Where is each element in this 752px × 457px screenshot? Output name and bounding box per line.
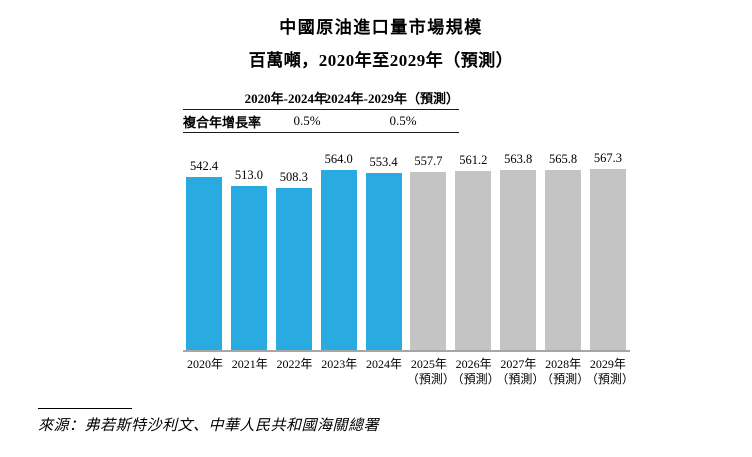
x-axis-label: 2026年 （預測） — [451, 357, 500, 387]
bar-column: 508.3 — [275, 169, 312, 350]
x-axis-label: 2029年 （預測） — [585, 357, 634, 387]
bar-chart: 542.4 513.0 508.3 564.0 553.4 557.7 561.2 563.8… — [183, 150, 630, 352]
x-axis-label: 2022年 — [273, 357, 317, 387]
x-axis-label-line: 2022年 — [276, 357, 313, 371]
bar-column: 561.2 — [455, 152, 492, 350]
cagr-period-1: 2020年-2024年 — [244, 91, 327, 106]
bar-value-label: 563.8 — [504, 152, 533, 167]
x-axis-label-line: 2023年 — [321, 357, 358, 371]
x-axis-labels: 2020年 2021年 2022年 2023年 2024年 2025年 （預測） 2026年（… — [183, 357, 634, 387]
chart-title: 中國原油進口量市場規模 — [279, 18, 483, 37]
bar — [455, 170, 492, 350]
x-axis-label-line: 2029年 — [589, 357, 626, 371]
cagr-table: 2020年-2024年 2024年-2029年（預測） 複合年增長率 0.5% … — [183, 88, 459, 133]
x-axis-label-line: 2027年 — [500, 357, 537, 371]
x-axis-label-line: 2025年 — [410, 357, 447, 371]
x-axis-label: 2024年 — [362, 357, 406, 387]
bar-value-label: 564.0 — [324, 152, 353, 167]
cagr-row-label: 複合年增長率 — [183, 114, 262, 130]
bar-value-label: 513.0 — [234, 168, 263, 183]
x-axis-label-line: （預測） — [585, 372, 634, 386]
x-axis-label: 2028年 （預測） — [541, 357, 590, 387]
bar — [500, 170, 537, 350]
bar-value-label: 561.2 — [459, 152, 488, 167]
bar-column: 542.4 — [186, 159, 222, 350]
bar-value-label: 508.3 — [279, 169, 308, 184]
cagr-header-row: 2020年-2024年 2024年-2029年（預測） — [183, 88, 459, 110]
x-axis-label-line: 2024年 — [366, 357, 403, 371]
bar-column: 557.7 — [410, 154, 447, 350]
x-axis-label: 2027年 （預測） — [496, 357, 545, 387]
bar — [230, 186, 267, 350]
x-axis-label-line: 2021年 — [231, 357, 268, 371]
source-note: 來源：弗若斯特沙利文、中華人民共和國海關總署 — [38, 418, 380, 434]
bar — [545, 169, 581, 350]
bar-value-label: 567.3 — [593, 151, 622, 165]
x-axis-label-line: （預測） — [541, 372, 590, 386]
cagr-period-2: 2024年-2029年（預測） — [324, 91, 459, 106]
bar — [410, 172, 447, 350]
bar — [275, 187, 312, 350]
x-axis-label-line: 2028年 — [545, 357, 582, 371]
cagr-value-2: 0.5% — [389, 113, 417, 128]
bar — [365, 173, 402, 350]
cagr-value-row: 複合年增長率 0.5% 0.5% — [183, 110, 459, 133]
x-axis-label-line: 2020年 — [186, 357, 223, 371]
chart-subtitle: 百萬噸，2020年至2029年（預測） — [248, 51, 514, 70]
x-axis-label: 2025年 （預測） — [406, 357, 455, 387]
bar-column: 553.4 — [365, 155, 402, 350]
x-axis-label: 2020年 — [183, 357, 227, 387]
bar-value-label: 542.4 — [189, 158, 219, 173]
x-axis-label-line: （預測） — [451, 372, 500, 386]
bar-column: 565.8 — [545, 151, 581, 350]
bar — [589, 169, 626, 350]
x-axis-label: 2023年 — [317, 357, 361, 387]
x-axis-label-line: 2026年 — [455, 357, 492, 371]
bar-value-label: 565.8 — [548, 151, 578, 166]
bar-value-label: 553.4 — [369, 155, 398, 170]
bar-column: 564.0 — [320, 152, 357, 350]
x-axis-label: 2021年 — [228, 357, 272, 387]
x-axis-label-line: （預測） — [496, 372, 545, 386]
cagr-value-1: 0.5% — [293, 113, 321, 128]
bar-column: 513.0 — [230, 168, 267, 350]
bar-value-label: 557.7 — [414, 154, 443, 169]
x-axis-label-line: （預測） — [406, 372, 455, 386]
source-divider — [38, 408, 132, 409]
bar — [320, 170, 357, 350]
bar — [186, 176, 222, 350]
bar-column: 567.3 — [589, 151, 626, 350]
bar-column: 563.8 — [500, 152, 537, 350]
